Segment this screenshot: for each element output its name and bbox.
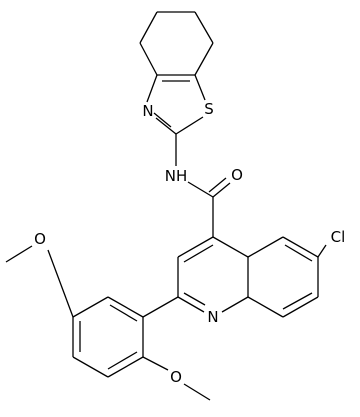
- atom-label: NH: [165, 167, 188, 185]
- atom-label: N: [207, 308, 218, 326]
- atom-labels: S N NH O Cl N O O: [34, 100, 345, 386]
- atom-label: Cl: [331, 228, 346, 246]
- atom-label: N: [142, 102, 153, 120]
- atom-label: S: [204, 100, 214, 118]
- atom-label: O: [170, 368, 182, 386]
- atom-label: O: [231, 166, 243, 184]
- atom-label: O: [34, 230, 46, 248]
- bonds: [5, 11, 327, 401]
